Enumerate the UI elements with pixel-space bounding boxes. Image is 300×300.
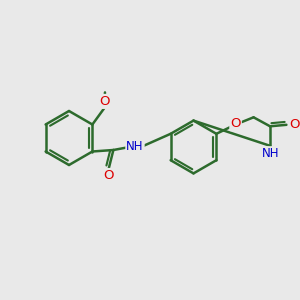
Text: O: O [103, 169, 113, 182]
Text: NH: NH [126, 140, 144, 153]
Text: O: O [99, 95, 110, 108]
Text: O: O [289, 118, 299, 131]
Text: NH: NH [262, 147, 279, 160]
Text: O: O [230, 117, 241, 130]
